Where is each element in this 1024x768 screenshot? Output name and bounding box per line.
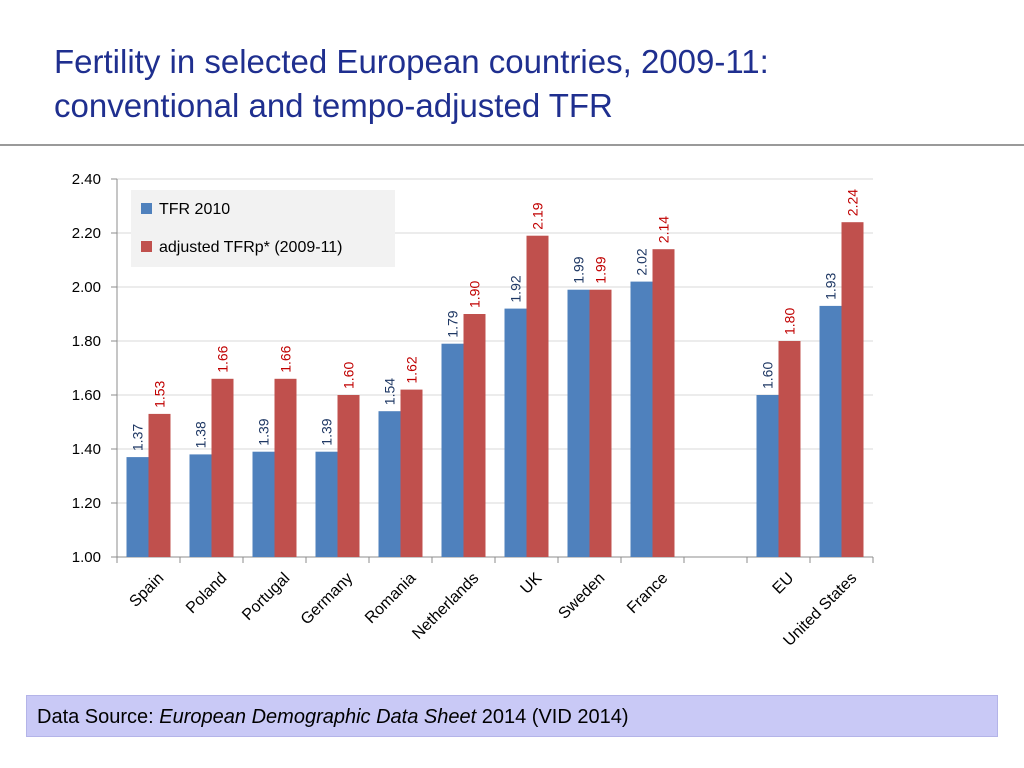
bar-adjusted-tfrp [841, 222, 864, 557]
bar-tfr-2010 [441, 343, 464, 557]
bar-tfr-2010 [504, 308, 527, 557]
y-tick-label: 1.60 [72, 387, 101, 404]
legend-label-tfr-2010: TFR 2010 [159, 201, 230, 218]
bar-adjusted-tfrp [652, 249, 675, 557]
data-label-adjusted-tfrp: 1.66 [278, 345, 294, 372]
y-tick-label: 1.80 [72, 333, 101, 350]
bar-adjusted-tfrp [148, 413, 171, 557]
bar-adjusted-tfrp [211, 378, 234, 557]
source-title: European Demographic Data Sheet [159, 706, 477, 728]
source-prefix: Data Source: [37, 706, 160, 728]
y-tick-label: 2.00 [72, 279, 101, 296]
data-label-tfr-2010: 1.39 [256, 418, 272, 445]
legend-swatch-adjusted-tfrp [141, 241, 152, 252]
bar-tfr-2010 [819, 305, 842, 557]
title-divider [0, 144, 1024, 146]
data-label-tfr-2010: 1.39 [319, 418, 335, 445]
bar-adjusted-tfrp [778, 341, 801, 557]
bar-adjusted-tfrp [274, 378, 297, 557]
data-label-tfr-2010: 1.37 [130, 424, 146, 451]
data-label-adjusted-tfrp: 2.19 [530, 202, 546, 229]
bar-tfr-2010 [630, 281, 653, 557]
data-label-adjusted-tfrp: 1.90 [467, 281, 483, 308]
x-category-label: Romania [362, 570, 419, 627]
x-category-label: Spain [126, 570, 167, 611]
data-label-tfr-2010: 1.93 [823, 272, 839, 299]
gridlines [117, 178, 873, 504]
legend-swatch-tfr-2010 [141, 203, 152, 214]
data-label-tfr-2010: 1.38 [193, 421, 209, 448]
legend-box [131, 190, 395, 267]
x-category-label: EU [770, 570, 798, 598]
source-suffix: 2014 (VID 2014) [476, 706, 629, 728]
data-source-box: Data Source: European Demographic Data S… [26, 695, 998, 737]
x-category-label: France [624, 570, 671, 617]
y-tick-label: 1.20 [72, 495, 101, 512]
data-label-adjusted-tfrp: 1.66 [215, 345, 231, 372]
data-label-adjusted-tfrp: 2.14 [656, 216, 672, 243]
data-label-tfr-2010: 1.92 [508, 275, 524, 302]
data-label-tfr-2010: 2.02 [634, 248, 650, 275]
bar-adjusted-tfrp [589, 289, 612, 557]
y-tick-label: 2.40 [72, 171, 101, 188]
data-label-adjusted-tfrp: 1.80 [782, 308, 798, 335]
x-category-label: UK [518, 570, 546, 598]
bar-tfr-2010 [252, 451, 275, 557]
data-label-adjusted-tfrp: 2.24 [845, 189, 861, 216]
x-category-label: Poland [183, 570, 230, 617]
data-label-adjusted-tfrp: 1.99 [593, 256, 609, 283]
bar-adjusted-tfrp [337, 395, 360, 557]
slide-title: Fertility in selected European countries… [54, 40, 994, 128]
bar-tfr-2010 [756, 395, 779, 557]
bar-tfr-2010 [378, 411, 401, 557]
bar-tfr-2010 [189, 454, 212, 557]
y-tick-label: 1.00 [72, 549, 101, 566]
data-label-tfr-2010: 1.60 [760, 362, 776, 389]
bar-tfr-2010 [315, 451, 338, 557]
x-category-label: Netherlands [409, 570, 482, 643]
bars [126, 222, 864, 557]
data-label-tfr-2010: 1.54 [382, 378, 398, 405]
data-label-adjusted-tfrp: 1.62 [404, 356, 420, 383]
data-label-tfr-2010: 1.79 [445, 310, 461, 337]
slide-title-line-2: conventional and tempo-adjusted TFR [54, 87, 613, 124]
bar-adjusted-tfrp [463, 314, 486, 557]
slide-title-line-1: Fertility in selected European countries… [54, 43, 769, 80]
bar-tfr-2010 [567, 289, 590, 557]
data-label-adjusted-tfrp: 1.60 [341, 362, 357, 389]
bar-tfr-2010 [126, 457, 149, 557]
x-category-label: Germany [298, 570, 357, 629]
data-label-adjusted-tfrp: 1.53 [152, 380, 168, 407]
x-category-label: Sweden [555, 570, 608, 623]
legend: TFR 2010 adjusted TFRp* (2009-11) [131, 190, 395, 267]
fertility-bar-chart: 1.00 1.20 1.40 1.60 1.80 2.00 2.20 2.40 Spain Pol… [72, 171, 874, 650]
bar-adjusted-tfrp [526, 235, 549, 557]
x-category-label: Portugal [239, 570, 293, 624]
legend-label-adjusted-tfrp: adjusted TFRp* (2009-11) [159, 239, 343, 256]
bar-adjusted-tfrp [400, 389, 423, 557]
y-tick-label: 2.20 [72, 225, 101, 242]
y-tick-label: 1.40 [72, 441, 101, 458]
data-labels: 1.37 1.53 1.38 1.66 1.39 1.66 1.39 1.60 1.54 1.62… [130, 189, 861, 451]
data-label-tfr-2010: 1.99 [571, 256, 587, 283]
